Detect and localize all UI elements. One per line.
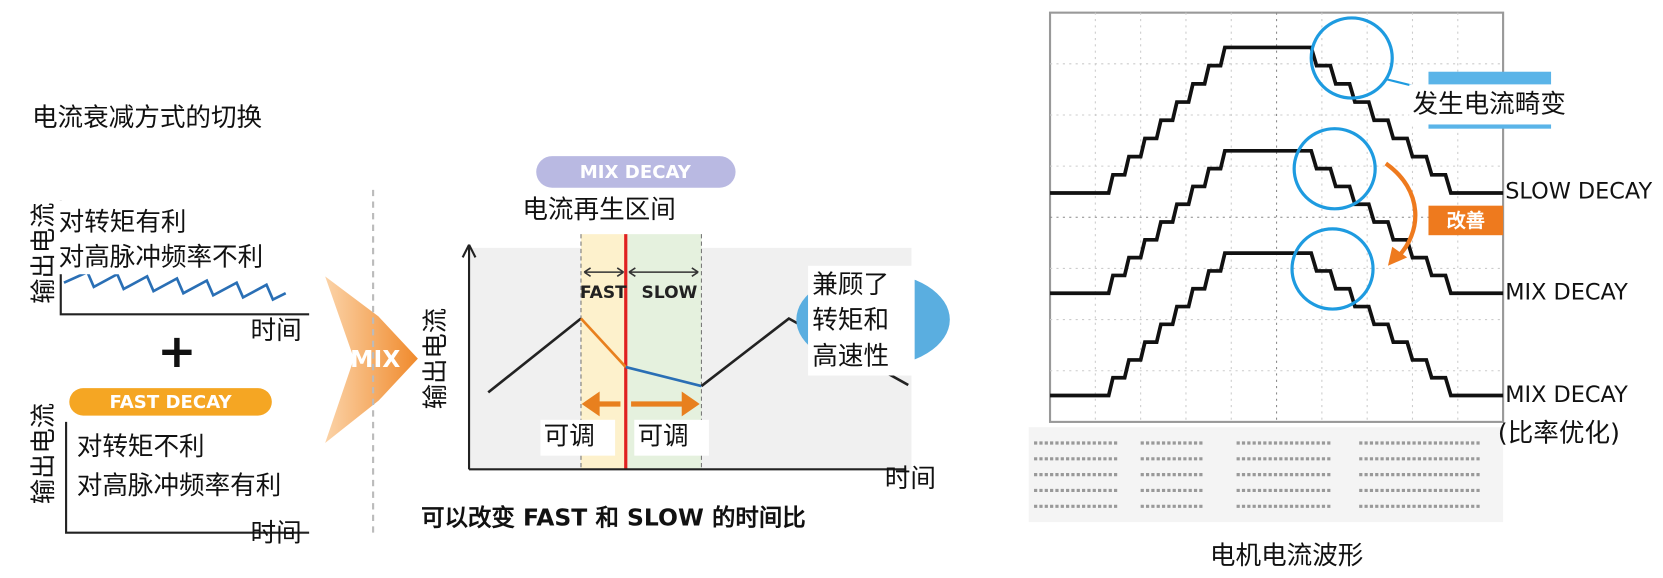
subtitle: 电流再生区间: [522, 194, 675, 224]
text-box: [1409, 84, 1608, 125]
note: 兼顾了: [812, 269, 889, 299]
scope-traces: [1050, 12, 1504, 422]
scope-trace: [1050, 251, 1504, 398]
note: 对转矩不利: [77, 431, 205, 461]
x-axis-label: 时间: [885, 463, 936, 493]
text-box: [634, 419, 709, 456]
scope-info-lines: [1034, 441, 1482, 508]
slow-wave: [63, 270, 287, 302]
mix-arrow: [325, 276, 418, 443]
trace-label: (比率优化): [1498, 418, 1620, 448]
badge: [1428, 205, 1504, 236]
note: 可调: [544, 421, 595, 451]
note: 对高脉冲频率不利: [59, 242, 264, 272]
y-axis-label: 输出电流: [28, 403, 58, 504]
section-title: 电流衰减方式的切换: [32, 102, 262, 132]
interval-arrows: [583, 267, 699, 278]
note: 对高脉冲频率有利: [77, 470, 282, 500]
caption: 电机电流波形: [1210, 540, 1363, 570]
badge-label: MIX DECAY: [580, 162, 692, 183]
note: 对转矩有利: [59, 207, 187, 237]
trace-label: MIX DECAY: [1505, 280, 1628, 306]
axes: [65, 421, 310, 534]
improve-arrow-head: [1387, 246, 1408, 266]
interval-label: FAST: [580, 282, 627, 302]
y-axis-label: 输出电流: [420, 308, 450, 409]
scope-trace: [1050, 148, 1504, 296]
badge: [536, 156, 736, 188]
slow-decay-wave: [625, 365, 702, 388]
badge: [69, 388, 272, 416]
note: 可调: [637, 421, 688, 451]
note: 高速性: [812, 341, 889, 371]
badge-label: 改善: [1447, 209, 1485, 232]
axes: [461, 244, 907, 471]
trace-label: MIX DECAY: [1505, 382, 1628, 408]
caption: 可以改变 FAST 和 SLOW 的时间比: [421, 504, 806, 532]
improve-arrow: [1384, 161, 1418, 260]
callout: 发生电流畸变: [1412, 89, 1565, 119]
scope-trace: [1050, 45, 1504, 195]
interval-label: SLOW: [642, 282, 698, 302]
x-axis-label: 时间: [251, 518, 302, 548]
x-axis-label: 时间: [251, 315, 302, 345]
highlight-circle: [1292, 127, 1377, 211]
text-box: [540, 419, 616, 456]
current-wave: [487, 317, 582, 394]
highlight-circle: [1309, 16, 1394, 100]
plus-sign: +: [157, 325, 196, 379]
adjust-arrows: [581, 391, 700, 417]
mix-arrow-label: MIX: [350, 346, 400, 373]
text-box: [55, 200, 312, 275]
fast-decay-wave: [579, 317, 627, 368]
badge-label: FAST DECAY: [110, 392, 233, 413]
note: 转矩和: [812, 305, 889, 335]
text-box: [808, 265, 915, 376]
y-axis-label: 输出电流: [28, 203, 58, 304]
trace-label: SLOW DECAY: [1505, 179, 1652, 205]
highlight-circle: [1290, 227, 1375, 311]
